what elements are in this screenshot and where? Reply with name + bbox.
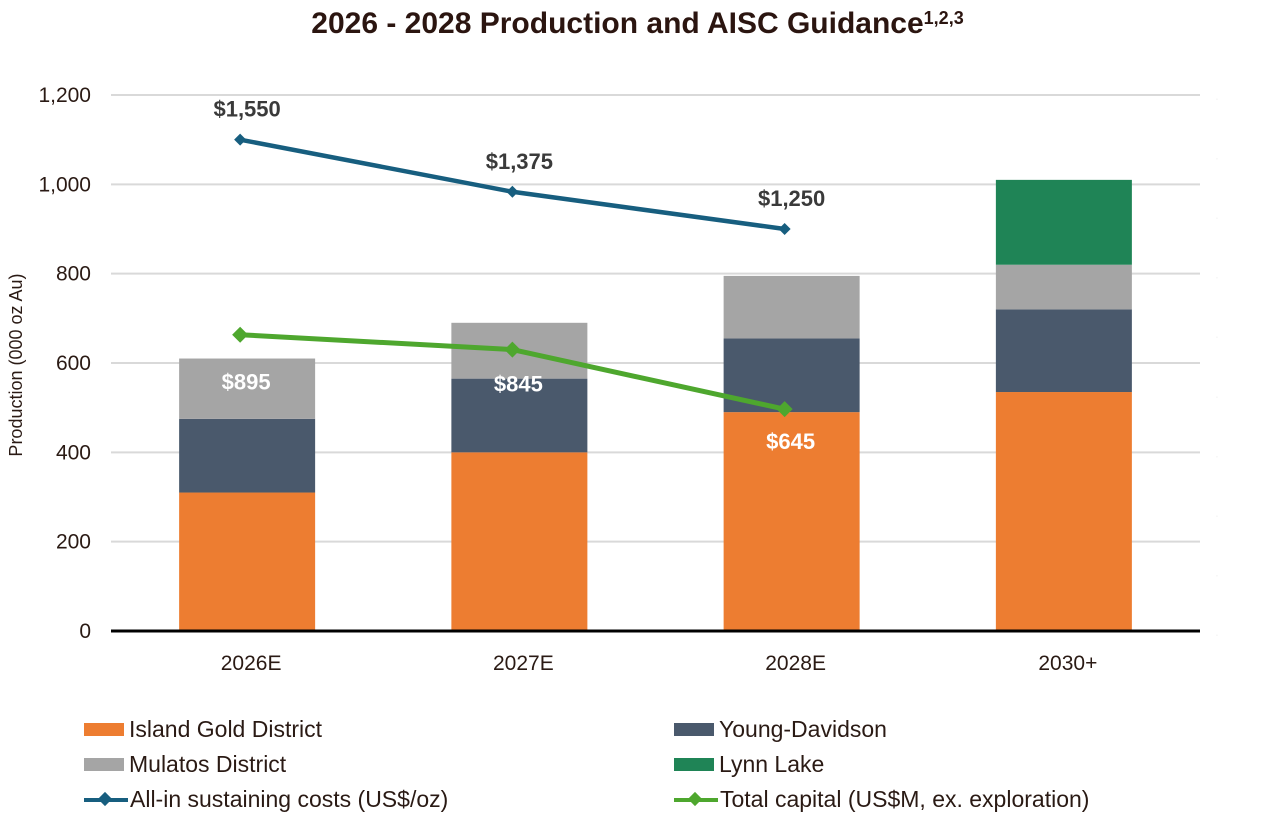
y2-tick-label: .	[1215, 206, 1219, 222]
capital-data-label: $895	[222, 370, 271, 395]
bar-young-davidson-2030	[995, 309, 1132, 393]
bar-mulatos-district-2028e	[723, 275, 860, 339]
bar-mulatos-district-2026e	[179, 358, 316, 419]
y2-tick-label: .	[1215, 266, 1219, 282]
chart-title-footnotes: 1,2,3	[923, 8, 964, 28]
legend-label: Total capital (US$M, ex. exploration)	[720, 786, 1090, 812]
capital-marker	[504, 341, 521, 358]
legend-label: Young-Davidson	[719, 716, 887, 742]
x-axis-ticks: 2026E 2027E 2028E 2030+	[221, 652, 1098, 675]
y2-tick-label: .	[1215, 444, 1219, 460]
legend-item-young-davidson: Young-Davidson	[674, 716, 887, 743]
legend-item-lynn-lake: Lynn Lake	[674, 751, 824, 778]
legend-item-all-in-sustaining-costs-us-oz: All-in sustaining costs (US$/oz)	[84, 786, 448, 813]
data-labels: $1,550 $1,375 $1,250 $895 $845 $645	[213, 97, 825, 454]
legend-label: Mulatos District	[129, 751, 287, 777]
y-tick-label: 200	[56, 531, 91, 554]
aisc-marker	[778, 223, 791, 235]
chart-plot: 0 200 400 600 800 1,000 1,200 .......... Produ…	[6, 84, 1219, 675]
bars	[179, 179, 1132, 631]
y-axis-ticks: 0 200 400 600 800 1,000 1,200	[38, 84, 91, 643]
legend: Island Gold District Young-Davidson Mulato…	[0, 712, 1275, 822]
y2-tick-label: .	[1215, 563, 1219, 579]
x-tick-label: 2028E	[765, 652, 826, 675]
aisc-data-label: $1,250	[758, 186, 825, 211]
bar-mulatos-district-2030	[995, 264, 1132, 310]
y2-tick-label: .	[1215, 385, 1219, 401]
x-tick-label: 2026E	[221, 652, 282, 675]
bar-island-gold-district-2030	[995, 392, 1132, 631]
y2-tick-label: .	[1215, 623, 1219, 639]
legend-item-mulatos-district: Mulatos District	[84, 751, 286, 778]
legend-swatch	[84, 723, 124, 736]
line-series	[232, 133, 793, 418]
aisc-marker	[506, 185, 519, 198]
y-tick-label: 1,200	[38, 84, 91, 107]
capital-data-label: $845	[494, 372, 543, 397]
y2-tick-label: .	[1215, 147, 1219, 163]
x-tick-label: 2030+	[1038, 652, 1097, 675]
bar-island-gold-district-2026e	[179, 492, 316, 631]
legend-swatch	[84, 758, 124, 771]
y-tick-label: 600	[56, 352, 91, 375]
capital-data-label: $645	[766, 429, 815, 454]
y-tick-label: 400	[56, 441, 91, 464]
legend-line-marker-icon	[84, 790, 128, 810]
legend-label: Island Gold District	[129, 716, 323, 742]
legend-line-marker-icon	[674, 790, 718, 810]
bar-young-davidson-2026e	[179, 418, 316, 493]
legend-swatch	[674, 758, 714, 771]
legend-swatch	[674, 723, 714, 736]
chart-title: 2026 - 2028 Production and AISC Guidance…	[0, 6, 1275, 41]
legend-item-total-capital-us-m-ex-exploration: Total capital (US$M, ex. exploration)	[674, 786, 1089, 813]
y2-tick-label: .	[1215, 87, 1219, 103]
y-tick-label: 0	[79, 620, 91, 643]
capital-marker	[776, 401, 793, 418]
y2-axis-ticks: ..........	[1215, 87, 1219, 639]
y2-tick-label: .	[1215, 325, 1219, 341]
x-tick-label: 2027E	[493, 652, 554, 675]
y2-tick-label: .	[1215, 504, 1219, 520]
bar-young-davidson-2027e	[451, 378, 588, 453]
y-tick-label: 1,000	[38, 173, 91, 196]
capital-marker	[232, 326, 249, 343]
bar-island-gold-district-2028e	[723, 412, 860, 631]
aisc-data-label: $1,550	[213, 97, 280, 122]
chart-title-text: 2026 - 2028 Production and AISC Guidance	[311, 7, 924, 40]
legend-item-island-gold-district: Island Gold District	[84, 716, 322, 743]
aisc-marker	[234, 133, 247, 146]
bar-island-gold-district-2027e	[451, 452, 588, 631]
y-axis-label: Production (000 oz Au)	[6, 273, 26, 456]
legend-label: All-in sustaining costs (US$/oz)	[130, 786, 449, 812]
legend-label: Lynn Lake	[719, 751, 825, 777]
aisc-data-label: $1,375	[486, 149, 553, 174]
bar-lynn-lake-2030	[995, 179, 1132, 265]
y-tick-label: 800	[56, 263, 91, 286]
